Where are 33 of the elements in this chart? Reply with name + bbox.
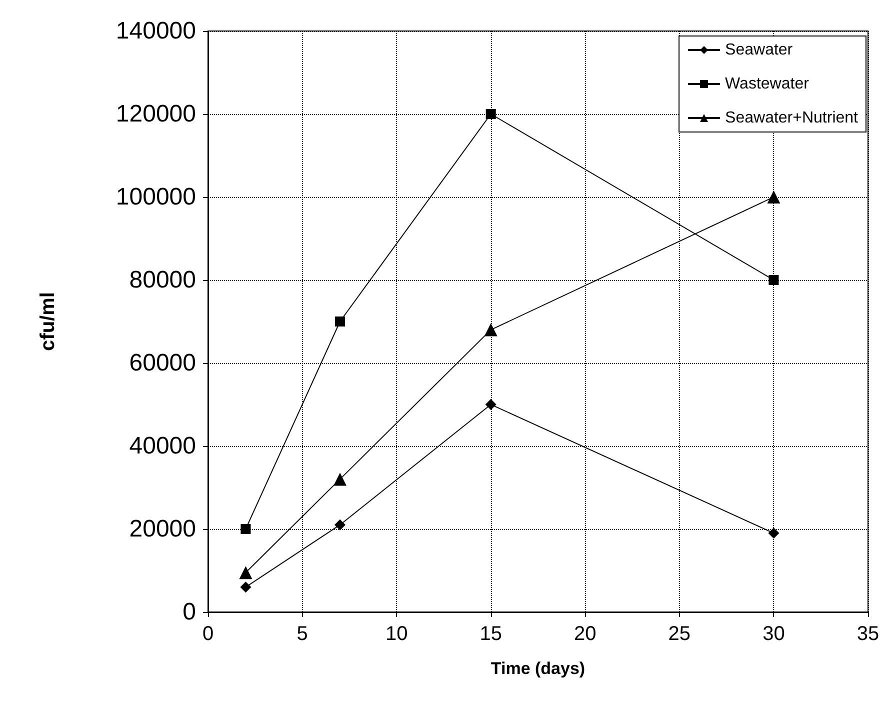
legend-label: Wastewater — [725, 76, 810, 92]
legend-label: Seawater — [725, 42, 794, 58]
point — [334, 472, 346, 486]
y-tick-label: 40000 — [129, 432, 196, 460]
legend-label: Seawater+Nutrient — [725, 110, 859, 126]
point — [486, 109, 496, 119]
y-axis-title: cfu/ml — [37, 292, 59, 351]
point — [239, 566, 252, 580]
x-tick-label: 30 — [762, 623, 785, 645]
y-tick-label: 20000 — [129, 516, 196, 542]
point — [767, 190, 780, 204]
point — [768, 275, 779, 285]
point — [335, 316, 345, 326]
y-tick-label: 0 — [182, 598, 196, 626]
x-tick-label: 0 — [202, 623, 214, 645]
x-tick-label: 20 — [574, 623, 596, 645]
x-tick-label: 25 — [668, 623, 691, 645]
x-tick-label: 15 — [480, 623, 502, 645]
point — [485, 399, 496, 410]
x-tick-label: 10 — [385, 623, 408, 645]
point — [240, 582, 252, 593]
y-tick-label: 80000 — [129, 266, 196, 294]
y-tick-label: 140000 — [116, 18, 196, 44]
point — [768, 528, 780, 539]
y-tick-label: 100000 — [116, 184, 196, 210]
x-tick-label: 35 — [856, 623, 880, 645]
point — [484, 323, 498, 336]
y-tick-label: 120000 — [116, 100, 196, 128]
x-tick-label: 5 — [296, 623, 308, 645]
point — [334, 519, 346, 530]
y-tick-label: 60000 — [129, 350, 196, 376]
point — [240, 524, 251, 534]
x-axis-title: Time (days) — [490, 659, 586, 678]
